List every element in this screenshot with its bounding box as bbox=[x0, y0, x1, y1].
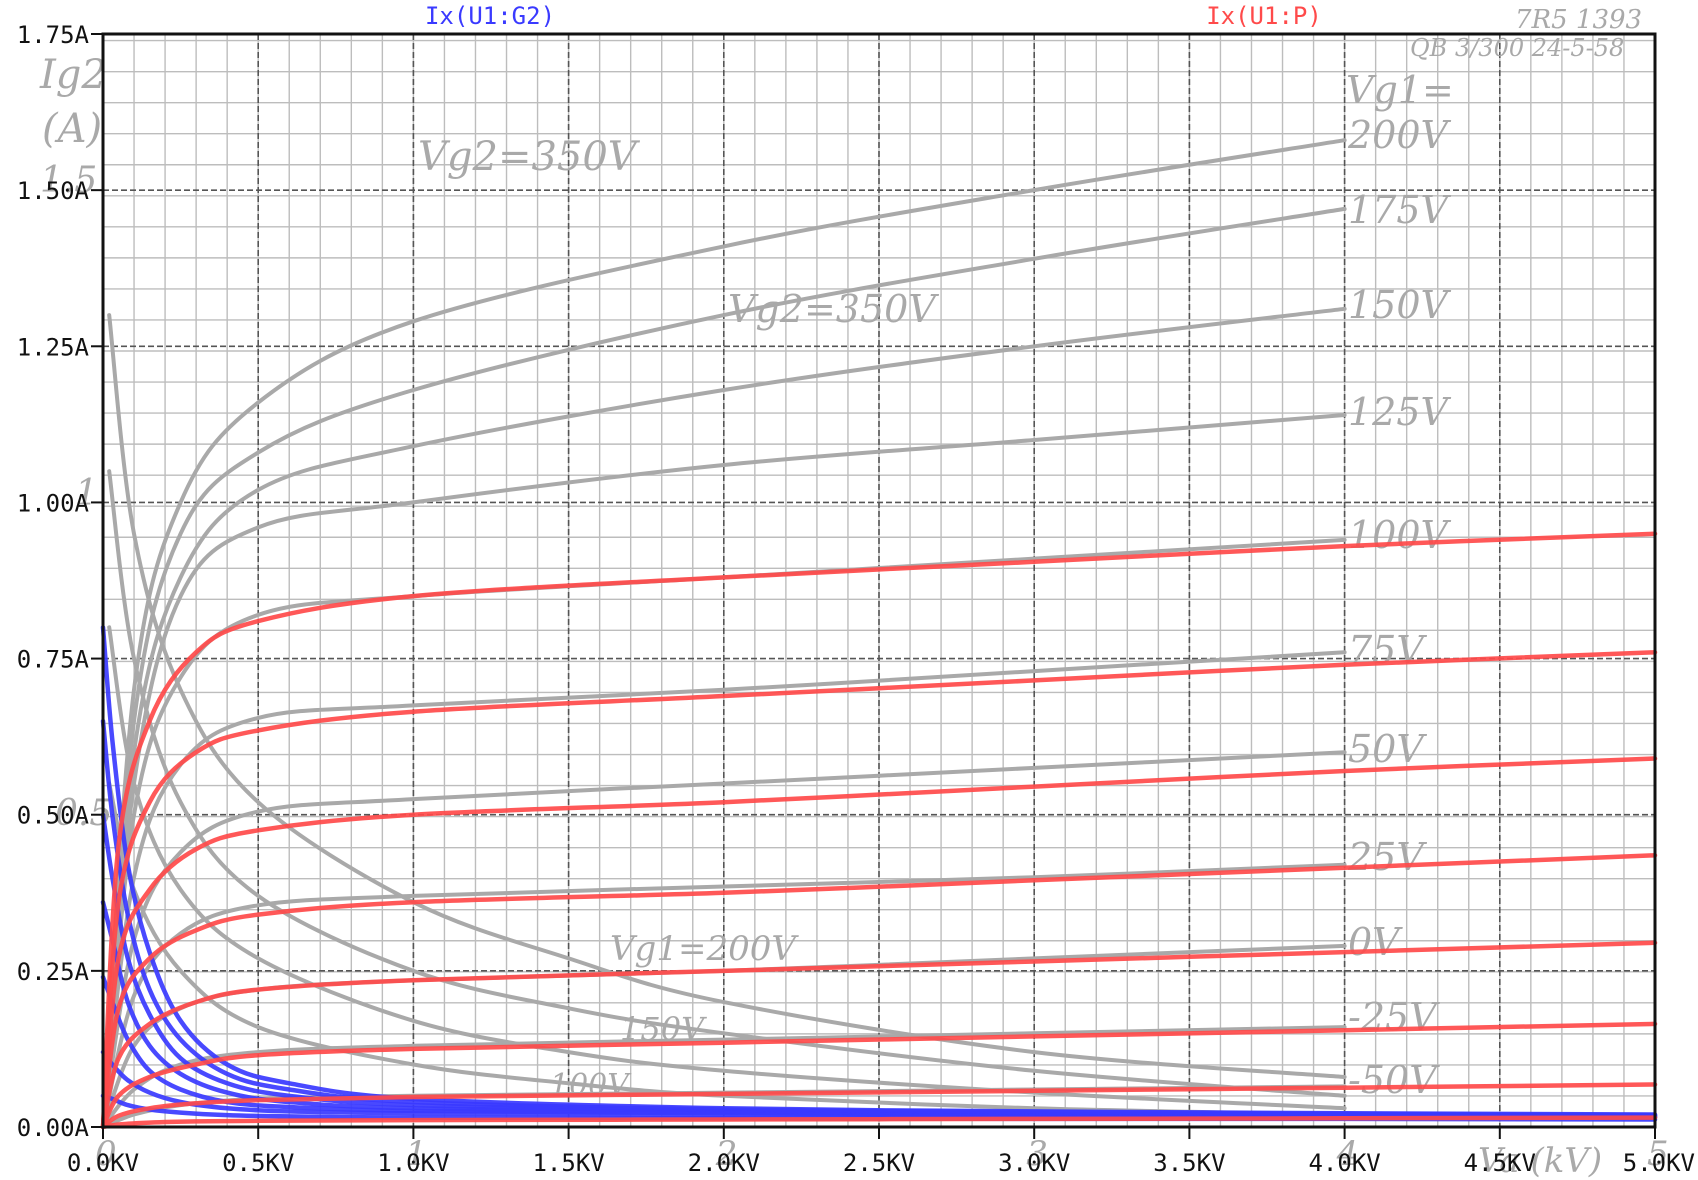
y-tick-label: 0.50A bbox=[17, 802, 90, 830]
legend: Ix(U1:G2) Ix(U1:P) bbox=[425, 2, 1322, 30]
datasheet-curve bbox=[107, 313, 1347, 1079]
x-tick-label: 1.0KV bbox=[377, 1149, 449, 1177]
series-line bbox=[100, 756, 1658, 1130]
curve-voltage-label: 50V bbox=[1348, 727, 1427, 771]
vg1-annotation: Vg1=200V bbox=[610, 929, 799, 969]
series-line bbox=[100, 531, 1658, 1130]
datasheet-stamp: 7R5 1393 bbox=[1515, 5, 1642, 35]
x-tick-label: 3.5KV bbox=[1153, 1149, 1225, 1177]
datasheet-curve bbox=[101, 138, 1347, 1129]
legend-entry: Ix(U1:P) bbox=[1206, 2, 1322, 30]
x-tick-label: 2.5KV bbox=[843, 1149, 915, 1177]
x-tick-label: 0.0KV bbox=[67, 1149, 139, 1177]
va-axis-label: Va (kV) bbox=[1478, 1141, 1602, 1180]
datasheet-curve bbox=[101, 306, 1347, 1129]
plate-current-series bbox=[100, 1021, 1658, 1130]
curve-voltage-label: 100V bbox=[1348, 513, 1452, 557]
x-tick-label: 4.0KV bbox=[1308, 1149, 1380, 1177]
y-tick-label: 0.25A bbox=[17, 958, 90, 986]
series-line bbox=[100, 650, 1658, 1130]
vg2-annotation: Vg2=350V bbox=[418, 134, 641, 180]
datasheet-x-tick: 4 bbox=[1336, 1134, 1359, 1174]
curve-voltage-label: 25V bbox=[1347, 835, 1427, 879]
datasheet-date: QB 3/300 24-5-58 bbox=[1410, 34, 1624, 62]
datasheet-x-tick: 1 bbox=[405, 1134, 427, 1174]
y-tick-label: 1.25A bbox=[17, 333, 90, 361]
curve-voltage-label: -25V bbox=[1348, 995, 1440, 1039]
y-axis: 0.00A 0.25A 0.50A 0.75A 1.00A 1.25A 1.50A 1.75A bbox=[17, 21, 103, 1142]
series-layer bbox=[100, 531, 1658, 1130]
datasheet-curve bbox=[107, 781, 1347, 1117]
curve-voltage-label: 125V bbox=[1348, 390, 1452, 434]
x-tick-label: 1.5KV bbox=[532, 1149, 604, 1177]
curve-voltage-label: -50V bbox=[1348, 1058, 1440, 1102]
series-line bbox=[100, 1115, 1658, 1130]
ig2-unit-label: (A) bbox=[42, 106, 102, 152]
x-tick-label: 2.0KV bbox=[688, 1149, 760, 1177]
plate-current-series bbox=[100, 531, 1658, 1130]
datasheet-curve bbox=[101, 206, 1347, 1129]
datasheet-curve bbox=[101, 862, 1347, 1129]
x-tick-label: 3.0KV bbox=[998, 1149, 1070, 1177]
datasheet-x-tick: 2 bbox=[715, 1134, 738, 1174]
series-line bbox=[100, 1082, 1658, 1130]
x-tick-label: 5.0KV bbox=[1623, 1149, 1695, 1177]
legend-entry: Ix(U1:G2) bbox=[425, 2, 555, 30]
vg1-label: Vg1= bbox=[1346, 68, 1454, 112]
curve-voltage-label: 150V bbox=[1348, 283, 1452, 327]
y-tick-label: 1.00A bbox=[17, 489, 90, 517]
datasheet-curve bbox=[107, 469, 1347, 1098]
datasheet-x-tick: 5 bbox=[1647, 1134, 1669, 1174]
x-tick-label: 0.5KV bbox=[222, 1149, 294, 1177]
datasheet-y-tick: 1 bbox=[75, 473, 98, 514]
plate-current-series bbox=[100, 940, 1658, 1130]
series-line bbox=[100, 940, 1658, 1130]
y-tick-label: 0.75A bbox=[17, 646, 90, 674]
plate-current-series bbox=[100, 1082, 1658, 1130]
datasheet-curve bbox=[101, 650, 1347, 1129]
plate-current-series bbox=[100, 853, 1658, 1130]
datasheet-y-tick: 1.5 bbox=[40, 160, 97, 201]
series-line bbox=[100, 1021, 1658, 1130]
x-tick-label: 4.5KV bbox=[1464, 1149, 1536, 1177]
curve-voltage-label: 200V bbox=[1347, 113, 1452, 157]
ig2-axis-label: Ig2 bbox=[39, 52, 107, 98]
plate-current-series bbox=[100, 756, 1658, 1130]
datasheet-x-tick: 0 bbox=[95, 1134, 117, 1174]
curve-voltage-label: 0V bbox=[1348, 920, 1403, 964]
vg2-annotation: Vg2=350V bbox=[728, 287, 939, 331]
series-line bbox=[100, 853, 1658, 1130]
datasheet-labels: Vg1=200V175V150V125V100V75V50V25V0V-25V-… bbox=[39, 5, 1669, 1180]
curve-voltage-label: 175V bbox=[1348, 188, 1452, 232]
y-tick-label: 0.00A bbox=[17, 1114, 90, 1142]
plate-current-series bbox=[100, 650, 1658, 1130]
plate-current-series bbox=[100, 1115, 1658, 1130]
y-tick-label: 1.75A bbox=[17, 21, 90, 49]
vg1-annotation: 100V bbox=[550, 1068, 632, 1103]
y-tick-label: 1.50A bbox=[17, 177, 90, 205]
x-axis: 0.0KV 0.5KV 1.0KV 1.5KV 2.0KV 2.5KV 3.0KV 3.5KV… bbox=[67, 1127, 1695, 1177]
datasheet-x-tick: 3 bbox=[1026, 1134, 1048, 1174]
